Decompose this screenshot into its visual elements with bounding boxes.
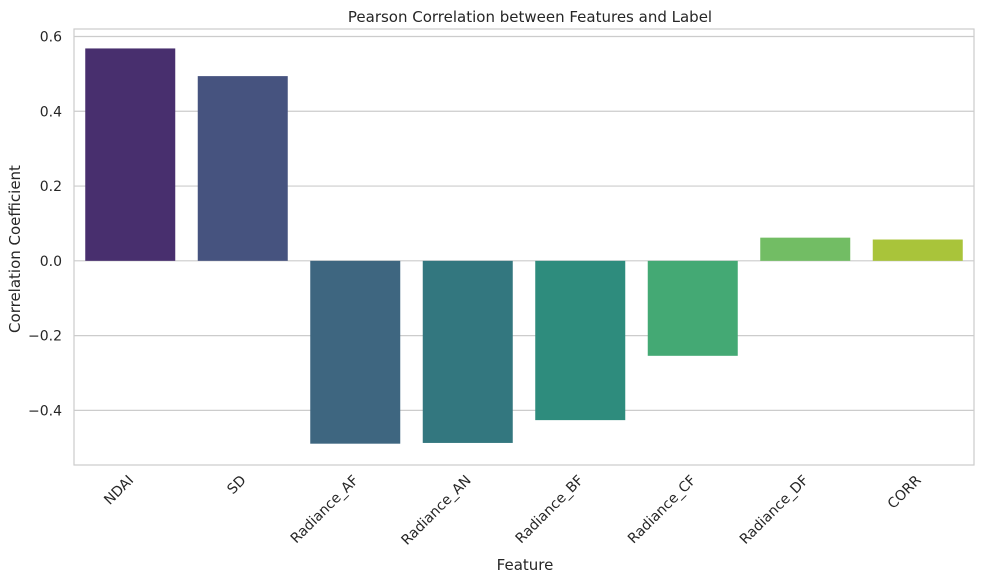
bar-radiance-an xyxy=(422,260,513,443)
bar-ndai xyxy=(85,48,176,261)
y-tick-labels: −0.4 −0.2 0.0 0.2 0.4 0.6 xyxy=(28,29,62,419)
y-tick-label: −0.4 xyxy=(28,403,62,419)
y-tick-label: 0.6 xyxy=(40,29,62,45)
chart-title: Pearson Correlation between Features and… xyxy=(348,8,712,26)
x-tick-label: Radiance_BF xyxy=(513,473,587,547)
x-tick-label: SD xyxy=(224,473,249,498)
x-axis-label: Feature xyxy=(497,556,554,574)
y-tick-label: 0.0 xyxy=(40,254,62,270)
x-tick-label: CORR xyxy=(885,472,925,512)
bar-radiance-bf xyxy=(535,260,626,421)
bars xyxy=(85,48,963,444)
x-tick-label: Radiance_CF xyxy=(625,473,700,548)
y-tick-label: 0.2 xyxy=(40,179,62,195)
plot-frame xyxy=(73,28,975,466)
bar-radiance-df xyxy=(760,237,851,261)
x-tick-label: NDAI xyxy=(101,473,137,509)
x-tick-labels: NDAI SD Radiance_AF Radiance_AN Radiance_BF R… xyxy=(101,472,925,548)
bar-radiance-af xyxy=(310,260,401,444)
y-tick-label: −0.2 xyxy=(28,329,62,345)
bar-radiance-cf xyxy=(647,260,738,356)
bar-sd xyxy=(197,76,288,261)
x-tick-label: Radiance_AN xyxy=(398,473,474,549)
y-axis-label: Correlation Coefficient xyxy=(6,165,24,333)
x-tick-label: Radiance_DF xyxy=(737,473,812,548)
y-tick-label: 0.4 xyxy=(40,104,62,120)
x-tick-label: Radiance_AF xyxy=(288,473,362,547)
bar-corr xyxy=(872,239,963,261)
